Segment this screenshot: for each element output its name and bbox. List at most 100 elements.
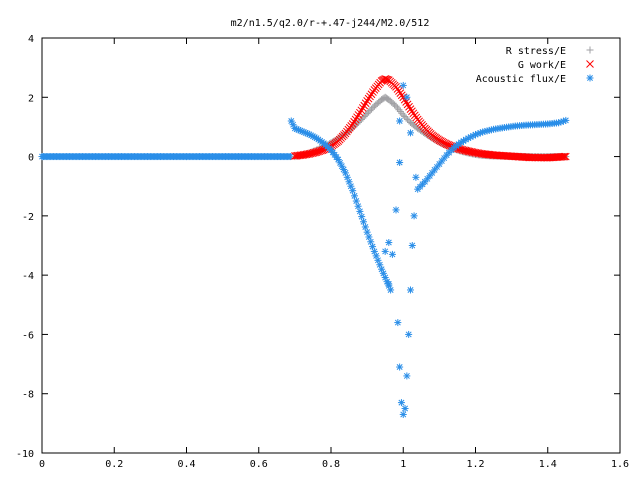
data-point [403,100,412,109]
data-point [360,113,368,121]
data-point [398,109,406,117]
data-point [396,363,404,371]
data-point [364,94,373,103]
data-point [396,159,404,166]
data-point [366,92,374,101]
data-point [387,286,395,294]
data-point [356,108,364,117]
data-point [362,111,370,119]
data-point [399,81,407,89]
data-point [360,218,368,226]
data-point [357,106,366,115]
data-point [403,93,411,101]
data-point [367,105,375,113]
data-point [395,106,403,114]
data-point [399,111,407,119]
data-point [396,117,404,125]
plot-frame [41,37,621,454]
data-point [385,280,393,288]
data-point [393,104,401,112]
data-point [361,223,369,231]
chart-title: m2/n1.5/q2.0/r-+.47-j244/M2.0/512 [231,18,430,29]
data-point [559,152,567,161]
data-point [354,111,363,119]
x-tick-label: 1.6 [611,459,629,470]
data-point [408,242,416,249]
data-point [458,145,467,154]
data-point [350,117,358,126]
legend: R stress/E G work/E Acoustic flux/E [476,46,594,85]
legend-label: R stress/E [506,46,566,57]
data-point [361,99,370,108]
y-tick-label: 2 [28,93,34,104]
data-point [385,239,393,247]
data-point [369,88,377,96]
data-point [399,93,408,102]
axis-ticks: 0 0.2 0.4 0.6 0.8 1 1.2 1.4 1.6 4 2 0 -2 -4 -6 -8 -10 [16,34,629,470]
data-point [314,147,322,156]
data-point [392,102,400,110]
legend-marker-glyph [586,46,594,54]
series-1 [291,75,570,162]
data-point [410,212,418,220]
y-tick-label: -10 [16,449,34,460]
data-point [309,148,318,157]
data-point [403,372,411,380]
data-point [394,319,402,327]
data-point [358,213,366,221]
y-tick-label: -6 [22,330,34,341]
legend-marker-glyph [586,74,594,82]
data-point [365,108,373,116]
data-point [406,286,414,294]
data-point [287,117,295,125]
data-point [352,197,360,205]
data-point [317,146,325,155]
data-point [561,152,570,161]
legend-marker [586,74,594,82]
data-point [405,102,413,111]
data-point [350,192,358,200]
series-2 [287,81,570,418]
data-point [312,148,321,156]
x-tick-label: 1.4 [539,459,557,470]
data-point [349,187,357,195]
y-tick-label: -4 [22,271,34,282]
data-point [348,120,357,128]
data-point [306,149,315,158]
data-point [405,330,413,338]
x-tick-label: 1 [400,459,406,470]
x-tick-label: 0.6 [250,459,268,470]
y-tick-label: -2 [22,212,34,223]
legend-label: Acoustic flux/E [476,74,566,85]
y-tick-label: 0 [28,153,34,164]
legend-marker-glyph [586,60,594,68]
data-point [391,101,399,109]
data-point [308,149,317,158]
data-point [382,75,391,84]
y-tick-label: -8 [22,390,34,401]
data-point [354,202,362,210]
data-point [363,96,371,105]
data-point [562,116,570,124]
data-point [397,399,405,407]
data-point [460,146,468,155]
data-point [401,113,409,121]
data-point [356,207,364,215]
data-point [353,113,361,122]
legend-marker [586,60,594,68]
x-tick-label: 0 [39,459,45,470]
data-point [358,104,367,112]
x-tick-label: 0.4 [177,459,195,470]
data-point [388,250,396,258]
x-tick-label: 0.2 [105,459,123,470]
data-point [404,116,412,124]
data-point [381,247,389,255]
y-tick-label: 4 [28,34,34,45]
data-point [351,115,360,124]
data-point [401,405,409,413]
data-point [560,152,569,161]
data-point [406,129,414,137]
data-point [392,206,400,214]
data-point [367,90,376,99]
data-point [311,148,319,157]
